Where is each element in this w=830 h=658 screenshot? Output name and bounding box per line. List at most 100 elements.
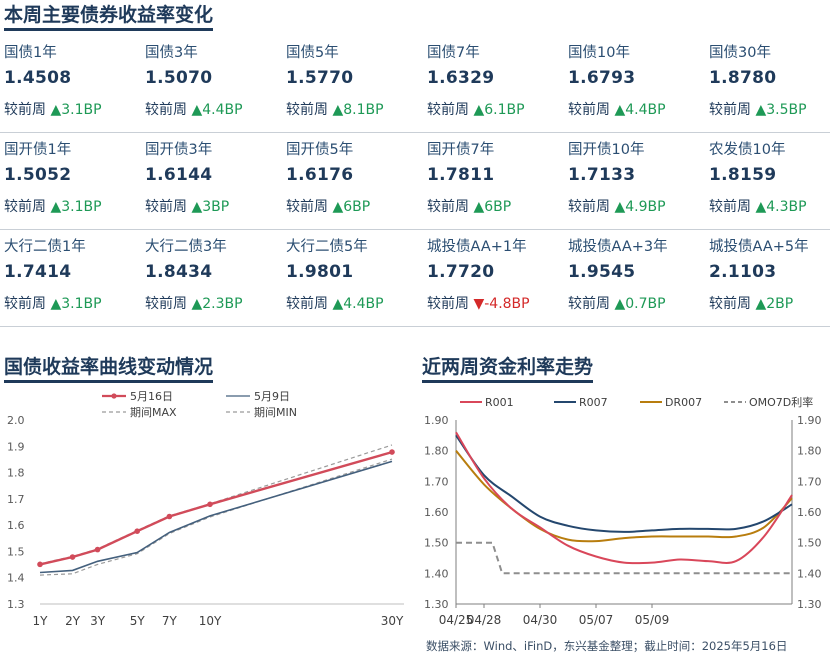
y-tick-label-left: 1.40 — [424, 567, 449, 580]
x-tick-label: 04/25 — [439, 613, 474, 627]
bond-change: 较前周 ▲6.1BP — [427, 99, 525, 119]
change-prefix: 较前周 — [286, 199, 328, 215]
triangle-up-icon: ▲ — [755, 296, 767, 312]
change-prefix: 较前周 — [427, 102, 469, 118]
x-tick-label: 5Y — [130, 614, 146, 628]
y-tick-label-right: 1.80 — [797, 445, 822, 458]
triangle-up-icon: ▲ — [755, 102, 767, 118]
change-prefix: 较前周 — [4, 199, 46, 215]
triangle-up-icon: ▲ — [614, 102, 626, 118]
y-tick-label-right: 1.40 — [797, 567, 822, 580]
bond-change-value: 3BP — [202, 199, 230, 215]
bond-change-value: 3.5BP — [766, 102, 807, 118]
bond-change-value: 4.3BP — [766, 199, 807, 215]
legend-label: R001 — [485, 396, 514, 409]
change-prefix: 较前周 — [709, 296, 751, 312]
bond-change: 较前周 ▲2.3BP — [145, 293, 243, 313]
treasury-yield-curve-chart: 1.3 1.4 1.5 1.6 1.7 1.8 1.9 2.0 1Y 2Y 3Y 5Y 7Y 10Y 30Y… — [7, 390, 404, 628]
series-line — [455, 431, 793, 565]
bond-name: 城投债AA+1年 — [427, 239, 527, 255]
bond-change-value: 3.1BP — [61, 199, 102, 215]
data-source-note: 数据来源：Wind、iFinD，东兴基金整理；截止时间：2025年5月16日 — [426, 639, 788, 653]
y-tick-label: 1.3 — [7, 598, 25, 611]
bond-yield: 1.8159 — [709, 165, 777, 185]
bond-card: 国开债1年 1.5052 较前周 ▲3.1BP — [0, 133, 140, 229]
bond-name: 大行二债5年 — [286, 239, 368, 255]
y-tick-label: 1.7 — [7, 493, 25, 506]
change-prefix: 较前周 — [568, 199, 610, 215]
legend-label: 5月9日 — [254, 390, 290, 403]
bond-change-value: 4.4BP — [202, 102, 243, 118]
x-tick-label: 04/28 — [467, 613, 502, 627]
bond-name: 国债3年 — [145, 45, 198, 61]
bond-change-value: 2BP — [766, 296, 794, 312]
bond-yield-grid: 国债1年 1.4508 较前周 ▲3.1BP 国债3年 1.5070 较前周 ▲4.4BP… — [0, 36, 830, 327]
bond-change: 较前周 ▲3.1BP — [4, 293, 102, 313]
triangle-up-icon: ▲ — [191, 296, 203, 312]
triangle-up-icon: ▲ — [50, 102, 62, 118]
bond-change-value: 0.7BP — [625, 296, 666, 312]
bond-change: 较前周 ▲6BP — [427, 196, 511, 216]
bond-change-value: -4.8BP — [484, 296, 530, 312]
bond-yield: 1.6144 — [145, 165, 213, 185]
x-tick-label: 3Y — [90, 614, 106, 628]
x-tick-label: 05/07 — [579, 613, 614, 627]
bond-change-value: 8.1BP — [343, 102, 384, 118]
triangle-up-icon: ▲ — [191, 102, 203, 118]
x-tick-label: 30Y — [381, 614, 404, 628]
bond-card: 国债7年 1.6329 较前周 ▲6.1BP — [423, 36, 563, 132]
bond-change-value: 3.1BP — [61, 296, 102, 312]
change-prefix: 较前周 — [145, 296, 187, 312]
bond-name: 国债1年 — [4, 45, 57, 61]
bond-yield: 1.7811 — [427, 165, 495, 185]
bond-card: 国债10年 1.6793 较前周 ▲4.4BP — [564, 36, 704, 132]
y-tick-label-left: 1.70 — [424, 475, 449, 488]
triangle-up-icon: ▲ — [614, 296, 626, 312]
bond-change: 较前周 ▲4.3BP — [709, 196, 807, 216]
bond-name: 国开债10年 — [568, 142, 645, 158]
bond-change: 较前周 ▼-4.8BP — [427, 293, 530, 313]
bond-change: 较前周 ▲8.1BP — [286, 99, 384, 119]
bond-row: 国债1年 1.4508 较前周 ▲3.1BP 国债3年 1.5070 较前周 ▲4.4BP… — [0, 36, 830, 133]
bond-change: 较前周 ▲3.1BP — [4, 99, 102, 119]
bond-name: 国债5年 — [286, 45, 339, 61]
bond-name: 农发债10年 — [709, 142, 786, 158]
bond-card: 城投债AA+3年 1.9545 较前周 ▲0.7BP — [564, 230, 704, 326]
bond-change: 较前周 ▲0.7BP — [568, 293, 666, 313]
y-tick-label-right: 1.90 — [797, 414, 822, 427]
data-point — [134, 528, 140, 534]
bond-change: 较前周 ▲4.4BP — [145, 99, 243, 119]
bond-yield: 1.6329 — [427, 68, 495, 88]
legend-label: DR007 — [665, 396, 702, 409]
bond-card: 国开债10年 1.7133 较前周 ▲4.9BP — [564, 133, 704, 229]
bond-name: 城投债AA+3年 — [568, 239, 668, 255]
money-market-rate-chart: 1.30 1.30 1.40 1.40 1.50 1.50 1.60 1.60 1.70 1.70… — [424, 395, 822, 627]
change-prefix: 较前周 — [568, 296, 610, 312]
triangle-up-icon: ▲ — [755, 199, 767, 215]
y-tick-label: 1.6 — [7, 519, 25, 532]
y-tick-label-left: 1.80 — [424, 445, 449, 458]
bond-name: 大行二债3年 — [145, 239, 227, 255]
bond-change: 较前周 ▲3.1BP — [4, 196, 102, 216]
change-prefix: 较前周 — [709, 102, 751, 118]
bond-change: 较前周 ▲2BP — [709, 293, 793, 313]
triangle-up-icon: ▲ — [191, 199, 203, 215]
data-point — [69, 554, 76, 560]
bond-yield: 1.9801 — [286, 262, 354, 282]
bond-name: 国债10年 — [568, 45, 630, 61]
bond-yield: 1.7133 — [568, 165, 636, 185]
bond-yield: 1.7720 — [427, 262, 495, 282]
legend-label: 期间MIN — [254, 406, 297, 419]
bond-name: 国开债1年 — [4, 142, 72, 158]
bond-card: 国开债7年 1.7811 较前周 ▲6BP — [423, 133, 563, 229]
triangle-up-icon: ▲ — [473, 199, 485, 215]
x-tick-label: 2Y — [65, 614, 81, 628]
bond-change: 较前周 ▲4.4BP — [286, 293, 384, 313]
x-tick-label: 1Y — [33, 614, 49, 628]
y-tick-label-right: 1.70 — [797, 475, 822, 488]
bond-card: 国债3年 1.5070 较前周 ▲4.4BP — [141, 36, 281, 132]
page-title: 本周主要债券收益率变化 — [4, 4, 214, 31]
bond-change: 较前周 ▲4.9BP — [568, 196, 666, 216]
bond-change-value: 6BP — [343, 199, 371, 215]
legend-label: R007 — [579, 396, 608, 409]
